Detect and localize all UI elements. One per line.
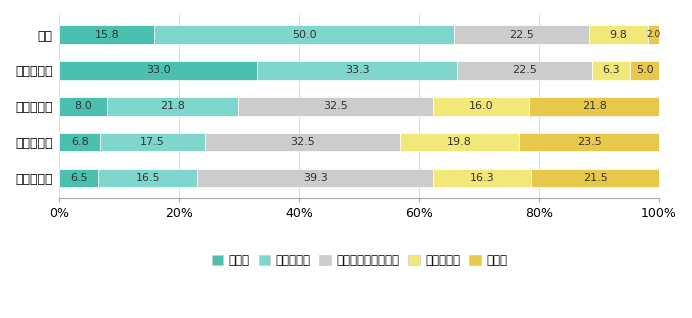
Text: 8.0: 8.0 (75, 101, 92, 111)
Bar (238, 97, 433, 115)
Bar (457, 61, 592, 80)
Bar (154, 25, 454, 44)
Bar (589, 25, 648, 44)
Bar (648, 25, 659, 44)
Bar (433, 97, 529, 115)
Bar (107, 97, 238, 115)
Text: 6.8: 6.8 (71, 137, 89, 147)
Bar (433, 169, 531, 187)
Text: 21.8: 21.8 (161, 101, 185, 111)
Text: 33.3: 33.3 (345, 66, 370, 75)
Text: 16.0: 16.0 (468, 101, 493, 111)
Text: 50.0: 50.0 (292, 30, 316, 40)
Bar (454, 25, 589, 44)
Text: 21.8: 21.8 (582, 101, 607, 111)
Bar (60, 133, 100, 151)
Text: 33.0: 33.0 (146, 66, 171, 75)
Text: 6.5: 6.5 (70, 173, 88, 183)
Text: 15.8: 15.8 (94, 30, 119, 40)
Bar (60, 169, 98, 187)
Text: 17.5: 17.5 (140, 137, 165, 147)
Bar (60, 97, 107, 115)
Text: 16.3: 16.3 (470, 173, 494, 183)
Text: 32.5: 32.5 (323, 101, 348, 111)
Bar (519, 133, 659, 151)
Text: 6.3: 6.3 (602, 66, 619, 75)
Text: 21.5: 21.5 (583, 173, 608, 183)
Bar (60, 25, 154, 44)
Bar (100, 133, 205, 151)
Bar (531, 169, 659, 187)
Bar (98, 169, 197, 187)
Text: 22.5: 22.5 (509, 30, 534, 40)
Bar (529, 97, 659, 115)
Bar (400, 133, 519, 151)
Bar (257, 61, 457, 80)
Text: 19.8: 19.8 (447, 137, 472, 147)
Text: 22.5: 22.5 (512, 66, 537, 75)
Bar (630, 61, 659, 80)
Text: 2.0: 2.0 (646, 30, 661, 39)
Bar (197, 169, 433, 187)
Text: 23.5: 23.5 (577, 137, 601, 147)
Bar (60, 61, 257, 80)
Text: 16.5: 16.5 (136, 173, 161, 183)
Legend: 積極的, やや積極的, どちらともいえない, やや消極的, 消極的: 積極的, やや積極的, どちらともいえない, やや消極的, 消極的 (207, 249, 511, 272)
Text: 9.8: 9.8 (610, 30, 627, 40)
Text: 32.5: 32.5 (290, 137, 315, 147)
Text: 5.0: 5.0 (636, 66, 653, 75)
Text: 39.3: 39.3 (303, 173, 327, 183)
Bar (205, 133, 400, 151)
Bar (592, 61, 630, 80)
